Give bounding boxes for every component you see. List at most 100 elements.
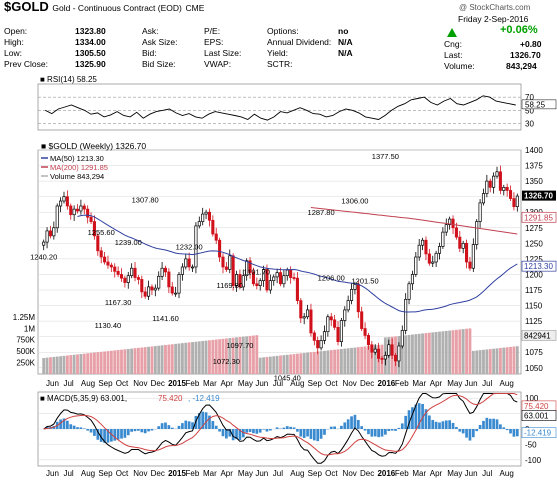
volume-bar: [411, 334, 414, 374]
candle-body: [52, 227, 56, 237]
volume-bar: [221, 338, 225, 374]
candle-body: [191, 266, 195, 269]
price-tick-label: 1350: [525, 177, 543, 186]
candle-body: [322, 331, 327, 341]
macd-histogram-bar: [130, 429, 134, 432]
macd-histogram-bar: [394, 429, 397, 431]
candle-body: [299, 300, 303, 319]
candle-body: [380, 358, 384, 360]
x-axis-label: Aug: [500, 379, 514, 388]
macd-x-axis-label: Jun: [46, 469, 59, 478]
candle-body: [241, 275, 245, 288]
watermark: @ StockCharts.com: [459, 3, 531, 12]
macd-histogram-bar: [126, 429, 130, 436]
macd-histogram-bar: [360, 426, 364, 429]
macd-x-axis-label: Nov: [133, 469, 147, 478]
last-size-label: Last Size:: [204, 48, 242, 58]
candle-body: [42, 241, 46, 246]
candle-body: [292, 277, 296, 279]
x-axis-label: May: [447, 379, 462, 388]
candle-body: [498, 171, 502, 191]
macd-histogram-bar: [133, 429, 137, 432]
macd-histogram-bar: [414, 404, 418, 429]
candle-body: [458, 236, 462, 249]
price-tick-label: 1275: [525, 224, 543, 233]
candle-body: [238, 274, 242, 288]
x-axis-label: Jun: [465, 379, 478, 388]
price-annotation: 1097.70: [226, 341, 253, 350]
macd-histogram-bar: [400, 423, 404, 429]
volume-bar: [285, 354, 289, 374]
candle-body: [312, 332, 316, 341]
volume-bar: [252, 335, 255, 374]
candle-body: [45, 230, 49, 243]
volume-bar: [224, 338, 228, 374]
volume-tick-label: 750K: [16, 336, 35, 345]
macd-histogram-bar: [478, 424, 482, 429]
candle-body: [92, 221, 96, 237]
ma200-last-value: 1291.85: [524, 213, 553, 222]
candle-body: [204, 211, 208, 215]
hist-last-box: [521, 427, 557, 439]
candle-body: [103, 256, 107, 263]
macd-histogram-bar: [255, 429, 259, 434]
macd-histogram-bar: [502, 427, 506, 429]
volume-bar: [265, 356, 269, 374]
macd-histogram-bar: [421, 404, 424, 429]
candle-body: [62, 196, 66, 202]
macd-histogram-bar: [140, 429, 144, 433]
macd-histogram-bar: [160, 423, 164, 429]
candle-body: [258, 280, 262, 286]
x-axis-label: Jun: [255, 379, 268, 388]
candle-body: [326, 316, 330, 333]
ma50-box: [521, 260, 557, 272]
price-annotation: 1191.70: [244, 268, 271, 277]
candle-body: [393, 354, 398, 362]
candle-body: [147, 286, 151, 297]
up-arrow-icon: [447, 28, 457, 37]
volume-bar: [99, 351, 103, 374]
macd-histogram-bar: [262, 429, 265, 430]
candle-body: [177, 274, 181, 294]
candle-body: [82, 205, 86, 210]
volume-bar: [211, 339, 215, 374]
volume-bar: [289, 354, 293, 374]
ma200-line: [310, 207, 518, 235]
macd-histogram-bar: [343, 422, 347, 429]
candle-body: [48, 230, 52, 237]
bid-label: Bid:: [142, 48, 157, 58]
yield-value: N/A: [338, 48, 353, 58]
sctr-label: SCTR:: [267, 59, 293, 69]
candle-body: [170, 286, 174, 294]
candle-body: [502, 186, 506, 191]
volume-bar: [258, 357, 262, 374]
x-axis-label: Nov: [343, 379, 357, 388]
volume-bar: [309, 352, 313, 374]
volume-bar: [505, 347, 509, 374]
candle-body: [59, 200, 63, 207]
volume-bar: [245, 336, 249, 374]
macd-histogram-bar: [312, 429, 316, 441]
macd-histogram-bar: [299, 429, 303, 437]
candle-body: [373, 348, 377, 353]
macd-histogram-bar: [289, 426, 293, 429]
macd-x-axis-label: Sep: [308, 469, 323, 478]
macd-histogram-bar: [99, 429, 103, 442]
candle-body: [509, 190, 513, 199]
candle-body: [468, 261, 472, 269]
volume-bar: [400, 335, 404, 374]
x-axis-label: Feb: [186, 379, 200, 388]
volume-bar: [52, 356, 56, 374]
x-axis-label: Apr: [220, 379, 233, 388]
candle-body: [407, 283, 411, 300]
volume-bar: [360, 346, 364, 374]
candle-body: [306, 309, 310, 318]
macd-histogram-bar: [316, 429, 320, 442]
volume-bar: [329, 350, 333, 374]
candle-body: [130, 267, 134, 277]
options-value: no: [338, 26, 349, 36]
volume-bar: [495, 348, 499, 374]
candle-body: [167, 271, 171, 288]
legend-label: MA(200) 1291.85: [50, 163, 108, 172]
macd-histogram-bar: [407, 410, 411, 429]
